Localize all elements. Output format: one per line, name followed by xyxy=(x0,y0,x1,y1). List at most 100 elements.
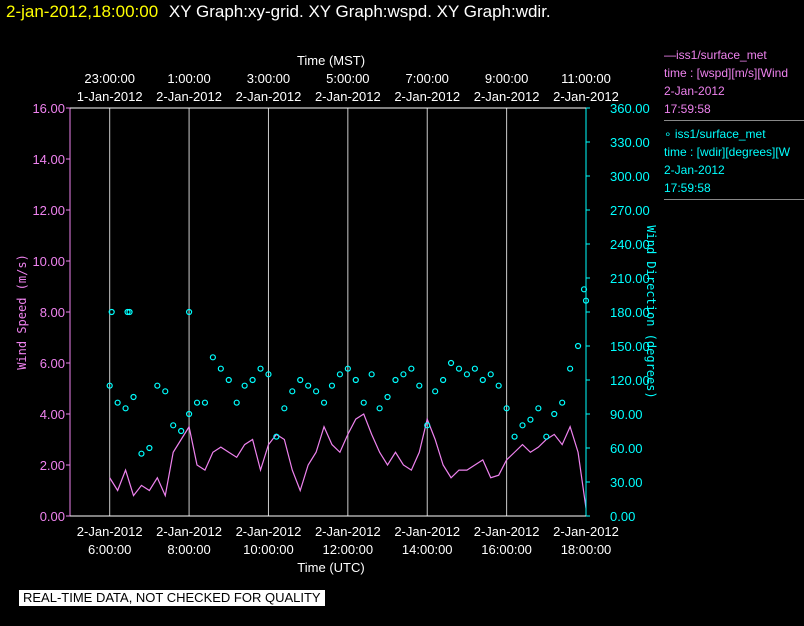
wind-direction-point xyxy=(580,286,588,293)
wind-direction-point xyxy=(336,371,344,378)
bottom-tick-date: 2-Jan-2012 xyxy=(394,524,460,539)
wind-direction-point xyxy=(574,342,582,350)
wind-direction-point xyxy=(273,433,280,440)
right-tick-label: 90.00 xyxy=(610,407,643,422)
wind-direction-point xyxy=(241,382,248,389)
bottom-tick-time: 6:00:00 xyxy=(88,542,131,557)
wind-direction-point xyxy=(124,308,131,316)
wind-direction-point xyxy=(463,371,471,378)
left-tick-label: 10.00 xyxy=(32,254,65,269)
wind-direction-point xyxy=(416,382,423,389)
top-tick-date: 2-Jan-2012 xyxy=(553,89,619,104)
top-tick-date: 2-Jan-2012 xyxy=(315,89,381,104)
bottom-axis-title: Time (UTC) xyxy=(297,560,364,575)
wind-direction-point xyxy=(424,422,431,429)
legend-line: —iss1/surface_met xyxy=(664,48,767,62)
bottom-tick-time: 12:00:00 xyxy=(323,542,374,557)
wind-direction-point xyxy=(535,405,542,412)
right-axis-title: Wind Direction (degrees) xyxy=(644,225,658,398)
wind-direction-point xyxy=(344,365,351,372)
legend-line: 2-Jan-2012 xyxy=(664,84,725,98)
wind-direction-point xyxy=(320,399,328,406)
top-tick-time: 1:00:00 xyxy=(167,71,210,86)
right-tick-label: 240.00 xyxy=(610,237,650,252)
left-tick-label: 2.00 xyxy=(40,458,65,473)
grid-lines xyxy=(109,108,587,516)
wind-direction-point xyxy=(312,388,320,395)
legend-line: 17:59:58 xyxy=(664,181,711,195)
wind-direction-point xyxy=(106,382,113,389)
wind-direction-point xyxy=(440,376,447,384)
wind-direction-point xyxy=(162,388,169,395)
wind-direction-point xyxy=(479,376,486,384)
wind-direction-point xyxy=(281,405,288,412)
bottom-tick-time: 14:00:00 xyxy=(402,542,453,557)
wind-direction-point xyxy=(408,365,415,372)
wind-direction-point xyxy=(289,388,296,395)
right-tick-label: 30.00 xyxy=(610,475,643,490)
wind-direction-point xyxy=(527,416,534,423)
legend-line: 2-Jan-2012 xyxy=(664,163,725,177)
right-tick-label: 60.00 xyxy=(610,441,643,456)
wind-direction-point xyxy=(495,382,502,389)
bottom-tick-time: 16:00:00 xyxy=(481,542,532,557)
legend-line: 17:59:58 xyxy=(664,102,711,116)
bottom-tick-date: 2-Jan-2012 xyxy=(315,524,381,539)
wind-direction-point xyxy=(114,399,121,406)
wind-direction-point xyxy=(193,399,201,406)
axes xyxy=(69,107,587,517)
wind-speed-line xyxy=(109,413,587,509)
right-tick-label: 150.00 xyxy=(610,339,650,354)
wind-direction-series xyxy=(106,286,590,457)
right-tick-label: 330.00 xyxy=(610,135,650,150)
graph-names: XY Graph:xy-grid. XY Graph:wspd. XY Grap… xyxy=(168,2,551,21)
top-tick-time: 9:00:00 xyxy=(485,71,528,86)
right-tick-label: 0.00 xyxy=(610,509,635,524)
bottom-tick-time: 8:00:00 xyxy=(167,542,210,557)
wind-direction-point xyxy=(511,433,518,440)
wind-direction-point xyxy=(519,422,526,429)
wind-direction-point xyxy=(201,399,209,406)
wind-direction-point xyxy=(297,376,304,384)
bottom-tick-date: 2-Jan-2012 xyxy=(553,524,619,539)
wind-direction-point xyxy=(567,365,574,372)
wind-direction-point xyxy=(376,405,383,412)
wind-direction-point xyxy=(328,382,336,389)
wind-direction-point xyxy=(249,376,256,384)
page-header: 2-jan-2012,18:00:00 XY Graph:xy-grid. XY… xyxy=(6,2,551,22)
wind-direction-point xyxy=(138,450,145,457)
wind-direction-point xyxy=(233,399,240,406)
top-tick-time: 23:00:00 xyxy=(84,71,135,86)
legend-line: ∘ iss1/surface_met xyxy=(664,127,766,141)
legend-entry: —iss1/surface_met time : [wspd][m/s][Wind… xyxy=(664,46,804,121)
wind-direction-point xyxy=(503,405,510,412)
left-tick-label: 12.00 xyxy=(32,203,65,218)
wind-direction-point xyxy=(360,399,367,406)
wind-direction-point xyxy=(154,382,161,389)
left-axis-title: Wind Speed (m/s) xyxy=(15,254,29,370)
top-tick-date: 2-Jan-2012 xyxy=(236,89,302,104)
wind-direction-point xyxy=(170,422,177,429)
right-tick-label: 270.00 xyxy=(610,203,650,218)
wind-direction-point xyxy=(265,371,272,378)
top-tick-time: 5:00:00 xyxy=(326,71,369,86)
wind-direction-point xyxy=(209,354,216,361)
top-tick-time: 3:00:00 xyxy=(247,71,290,86)
wind-direction-point xyxy=(543,433,550,440)
wind-chart: 0.00 2.00 4.00 6.00 8.00 10.00 12.00 14.00 16.00… xyxy=(15,53,658,575)
top-tick-date: 2-Jan-2012 xyxy=(156,89,222,104)
top-tick-time: 11:00:00 xyxy=(561,71,611,86)
wind-direction-point xyxy=(392,376,399,384)
wind-direction-point xyxy=(257,365,264,372)
left-tick-label: 0.00 xyxy=(40,509,65,524)
top-tick-date: 1-Jan-2012 xyxy=(77,89,143,104)
wind-direction-point xyxy=(455,365,463,372)
legend: —iss1/surface_met time : [wspd][m/s][Wind… xyxy=(664,46,804,204)
top-tick-date: 2-Jan-2012 xyxy=(474,89,540,104)
wind-direction-point xyxy=(305,382,312,389)
left-tick-label: 4.00 xyxy=(40,407,65,422)
bottom-tick-date: 2-Jan-2012 xyxy=(77,524,143,539)
left-tick-label: 6.00 xyxy=(40,356,65,371)
wind-direction-point xyxy=(146,444,153,452)
wind-direction-point xyxy=(559,399,566,406)
